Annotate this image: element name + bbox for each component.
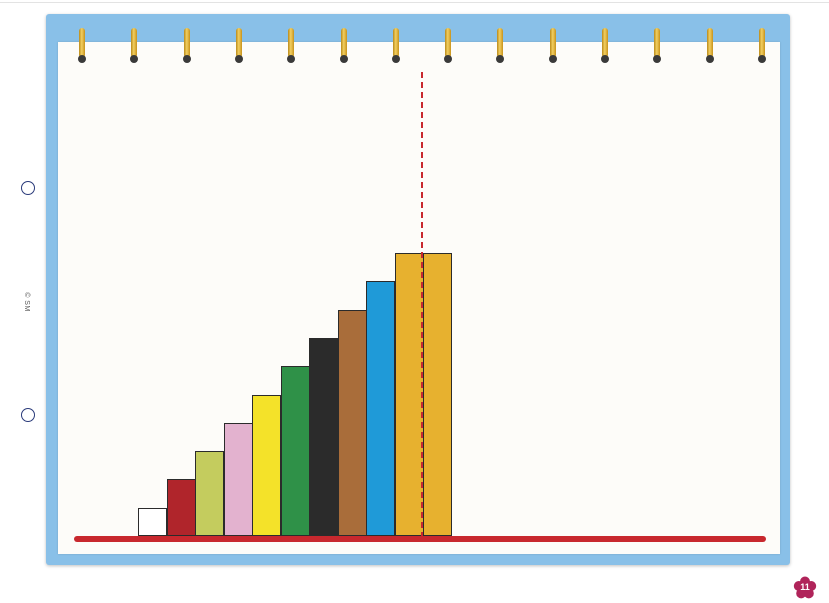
dashed-guide-line <box>421 72 423 538</box>
flower-badge-icon <box>793 576 817 599</box>
rod-8 <box>337 309 367 536</box>
rod-9 <box>366 281 395 536</box>
rod-2 <box>166 479 196 536</box>
rod-10 <box>394 253 424 536</box>
spiral-ring <box>78 28 86 63</box>
binder-hole-top <box>21 181 35 195</box>
top-rule <box>0 2 829 3</box>
rod-10 <box>423 253 452 536</box>
page-number: 11 <box>800 582 810 592</box>
spiral-ring <box>496 28 505 63</box>
spiral-ring <box>339 28 348 63</box>
spiral-ring <box>234 28 243 63</box>
rod-7 <box>309 337 338 536</box>
page-number-badge: 11 <box>793 576 817 600</box>
rod-3 <box>195 451 224 536</box>
spiral-ring <box>130 28 139 63</box>
binder-hole-bottom <box>21 408 35 422</box>
spiral-ring <box>757 28 766 63</box>
spiral-ring <box>548 28 557 63</box>
copyright-mark: © SM <box>23 292 30 312</box>
spiral-ring <box>653 28 662 63</box>
spiral-ring <box>391 28 400 63</box>
rod-4 <box>223 422 253 536</box>
rod-5 <box>252 394 281 536</box>
baseline <box>74 536 766 542</box>
rod-6 <box>280 366 310 536</box>
spiral-ring <box>182 28 191 63</box>
spiral-ring <box>287 28 296 63</box>
spiral-ring <box>705 28 714 63</box>
spiral-ring <box>444 28 453 63</box>
rod-1 <box>138 507 167 536</box>
spiral-ring <box>601 28 609 63</box>
